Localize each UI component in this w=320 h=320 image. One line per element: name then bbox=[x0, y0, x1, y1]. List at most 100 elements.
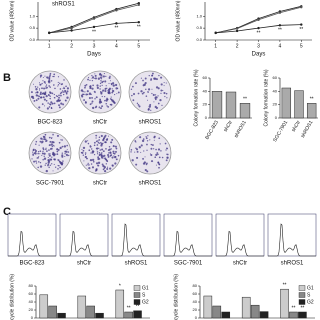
colony bbox=[145, 88, 147, 91]
colony bbox=[159, 143, 161, 145]
colony bbox=[30, 91, 33, 94]
flow-frame bbox=[111, 213, 161, 257]
point bbox=[48, 31, 51, 35]
colony bbox=[47, 94, 50, 96]
colony bbox=[146, 140, 149, 142]
colony bbox=[106, 166, 109, 168]
colony bbox=[108, 135, 110, 137]
y-tick-label: 80 bbox=[193, 283, 198, 288]
colony bbox=[39, 161, 42, 164]
colony bbox=[40, 137, 43, 140]
colony bbox=[166, 97, 168, 99]
point bbox=[115, 22, 118, 25]
colony bbox=[108, 145, 111, 148]
colony bbox=[151, 72, 154, 75]
y-tick-label: 40 bbox=[273, 88, 278, 93]
bar bbox=[221, 311, 231, 319]
colony bbox=[151, 88, 153, 90]
colony bbox=[149, 103, 152, 106]
colony bbox=[39, 150, 42, 153]
y-tick-label: 0 bbox=[205, 115, 208, 120]
colony bbox=[37, 166, 39, 169]
colony bbox=[104, 89, 107, 93]
colony bbox=[158, 166, 160, 169]
colony bbox=[90, 163, 93, 165]
colony bbox=[64, 153, 66, 155]
colony bbox=[51, 156, 53, 158]
flow-frame bbox=[215, 213, 265, 257]
colony bbox=[96, 144, 99, 146]
significance: ** bbox=[243, 97, 247, 103]
significance: * bbox=[119, 283, 121, 289]
colony bbox=[98, 142, 101, 144]
colony bbox=[109, 103, 112, 106]
colony bbox=[91, 151, 94, 154]
colony bbox=[155, 148, 157, 151]
bar bbox=[239, 103, 251, 119]
colony bbox=[112, 84, 115, 87]
colony bbox=[53, 158, 56, 161]
colony bbox=[51, 163, 53, 165]
colony bbox=[38, 82, 41, 84]
colony bbox=[88, 92, 92, 96]
colony bbox=[89, 103, 92, 106]
colony bbox=[100, 154, 103, 158]
colony bbox=[35, 140, 38, 143]
colony bbox=[43, 80, 46, 83]
colony bbox=[158, 74, 160, 77]
colony bbox=[56, 150, 59, 153]
colony bbox=[102, 168, 105, 171]
colony bbox=[35, 88, 38, 91]
colony bbox=[164, 95, 166, 98]
colony bbox=[45, 148, 47, 151]
colony bbox=[98, 154, 101, 157]
colony bbox=[97, 141, 100, 144]
colony bbox=[43, 152, 46, 155]
colony bbox=[59, 166, 61, 169]
colony bbox=[56, 95, 59, 98]
colony bbox=[64, 90, 67, 92]
flow-frame bbox=[7, 213, 57, 257]
colony bbox=[98, 147, 100, 149]
legend-swatch bbox=[133, 285, 141, 291]
colony bbox=[90, 87, 92, 89]
point bbox=[257, 26, 260, 30]
colony bbox=[60, 139, 62, 141]
colony-plate bbox=[128, 131, 172, 175]
colony bbox=[36, 91, 39, 94]
flow-histogram bbox=[216, 230, 264, 257]
colony bbox=[111, 156, 114, 159]
legend-label: G2 bbox=[307, 299, 314, 305]
colony bbox=[53, 75, 55, 78]
colony bbox=[114, 93, 116, 96]
colony bbox=[41, 142, 43, 144]
significance: ** bbox=[137, 25, 141, 31]
plate-label: shCtr bbox=[93, 120, 107, 126]
colony bbox=[57, 81, 59, 84]
y-axis-label: Colony formation rate (%) bbox=[263, 69, 269, 126]
y-tick-label: 60 bbox=[29, 291, 34, 296]
colony bbox=[146, 170, 149, 173]
colony bbox=[107, 153, 110, 157]
colony bbox=[49, 74, 51, 77]
colony bbox=[93, 154, 96, 156]
y-tick-label: 0.5 bbox=[29, 25, 35, 30]
colony bbox=[91, 74, 93, 77]
y-tick-label: 20 bbox=[29, 307, 34, 312]
colony bbox=[41, 82, 43, 85]
colony bbox=[99, 85, 101, 87]
colony bbox=[65, 150, 68, 153]
colony bbox=[112, 82, 115, 85]
colony bbox=[91, 76, 95, 79]
colony bbox=[43, 98, 46, 101]
colony bbox=[36, 157, 39, 159]
colony bbox=[58, 164, 60, 167]
colony bbox=[162, 89, 164, 91]
colony bbox=[136, 150, 139, 153]
point bbox=[235, 27, 239, 30]
colony bbox=[46, 150, 48, 153]
point bbox=[92, 17, 96, 20]
colony bbox=[31, 158, 33, 160]
legend-swatch bbox=[298, 292, 306, 298]
colony bbox=[114, 83, 118, 87]
